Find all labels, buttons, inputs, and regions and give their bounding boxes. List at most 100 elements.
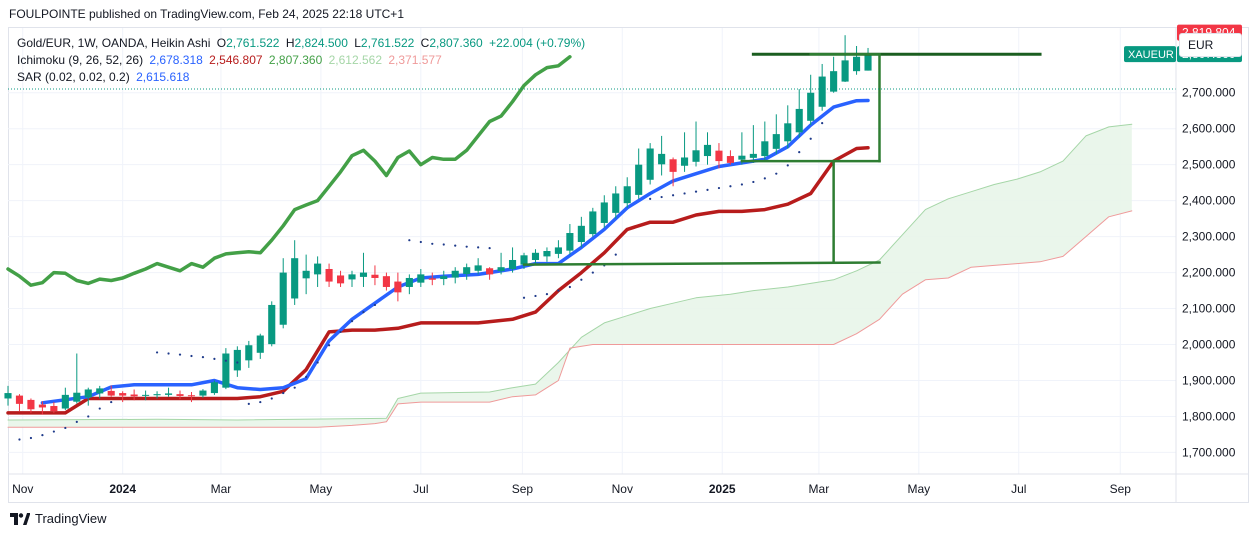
candle bbox=[245, 340, 253, 368]
candle-body bbox=[853, 56, 861, 72]
legend-high: 2,824.500 bbox=[294, 36, 348, 50]
candle-body bbox=[486, 268, 494, 275]
drawings bbox=[522, 52, 1042, 266]
tradingview-logo-icon bbox=[10, 512, 30, 525]
y-tick-label: 1,900.000 bbox=[1182, 373, 1236, 387]
x-tick-label: 2024 bbox=[109, 482, 136, 496]
ichimoku-base-line bbox=[6, 146, 870, 415]
sar-dot bbox=[706, 188, 709, 191]
candle-body bbox=[233, 349, 241, 371]
candle-body bbox=[463, 267, 471, 275]
candle bbox=[612, 186, 620, 219]
price-tag-symbol: XAUEUR bbox=[1128, 49, 1174, 61]
ichimoku-cloud bbox=[8, 124, 1132, 428]
candle bbox=[669, 157, 677, 187]
candle-body bbox=[359, 272, 368, 277]
candle-body bbox=[577, 225, 585, 243]
candle bbox=[38, 401, 46, 415]
candle-body bbox=[807, 92, 815, 121]
sar-dot bbox=[350, 320, 354, 323]
candle-body bbox=[256, 335, 264, 353]
sar-dot bbox=[729, 185, 732, 188]
candle bbox=[451, 267, 459, 284]
sar-dot bbox=[98, 407, 101, 410]
sar-dot bbox=[694, 190, 698, 193]
sar-dot bbox=[477, 246, 480, 249]
legend-sar-label[interactable]: SAR (0.02, 0.02, 0.2) bbox=[17, 70, 130, 84]
legend-c-label: C bbox=[420, 36, 430, 50]
candle bbox=[497, 252, 505, 275]
candle bbox=[681, 132, 689, 172]
sar-dot bbox=[614, 253, 617, 256]
sar-dot bbox=[282, 391, 285, 395]
candle-body bbox=[187, 395, 196, 397]
candle-body bbox=[38, 404, 46, 408]
candle bbox=[405, 274, 413, 295]
candle-body bbox=[61, 394, 69, 409]
candle bbox=[474, 258, 482, 275]
candle bbox=[635, 148, 643, 199]
candle-body bbox=[164, 393, 173, 395]
sar-dot bbox=[213, 357, 216, 361]
legend-ichimoku-label[interactable]: Ichimoku (9, 26, 52, 26) bbox=[17, 53, 144, 67]
candle-body bbox=[554, 247, 562, 254]
candle-body bbox=[635, 164, 643, 195]
candle bbox=[761, 121, 769, 162]
candle-body bbox=[543, 251, 551, 257]
ichimoku-conversion-line bbox=[40, 98, 870, 405]
x-tick-label: Mar bbox=[809, 482, 830, 496]
candle bbox=[738, 132, 746, 165]
candle bbox=[130, 389, 138, 401]
footer-brand-name: TradingView bbox=[35, 511, 107, 526]
publisher-text: FOULPOINTE published on TradingView.com,… bbox=[9, 7, 404, 21]
candle bbox=[531, 249, 540, 266]
y-tick-label: 2,000.000 bbox=[1182, 338, 1236, 352]
candle bbox=[577, 216, 585, 248]
x-tick-label: Nov bbox=[12, 482, 33, 496]
candle bbox=[325, 263, 333, 287]
sar-dot bbox=[18, 438, 21, 441]
candle bbox=[119, 391, 127, 403]
sar-dot bbox=[201, 356, 205, 359]
legend-row-sar[interactable]: SAR (0.02, 0.02, 0.2) 2,615.618 bbox=[17, 70, 192, 84]
candle bbox=[302, 254, 310, 295]
legend-symbol[interactable]: Gold/EUR, 1W, OANDA, Heikin Ashi bbox=[17, 36, 211, 50]
sar-dot bbox=[568, 285, 571, 289]
candle bbox=[4, 385, 12, 406]
sar-dot bbox=[717, 186, 721, 190]
candle-body bbox=[325, 268, 333, 282]
candle-body bbox=[417, 274, 425, 283]
candle-body bbox=[715, 150, 723, 162]
y-tick-label: 2,100.000 bbox=[1182, 302, 1236, 316]
legend-row-ichimoku[interactable]: Ichimoku (9, 26, 52, 26) 2,678.318 2,546… bbox=[17, 53, 445, 67]
candle-body bbox=[382, 276, 390, 287]
sar-dot bbox=[809, 137, 812, 140]
sar-dot bbox=[660, 195, 663, 199]
y-tick-label: 2,500.000 bbox=[1182, 158, 1236, 172]
sar-dot bbox=[557, 289, 560, 292]
candle bbox=[715, 143, 723, 169]
candle-body bbox=[749, 153, 757, 158]
price-tag-symbol-box bbox=[1124, 46, 1176, 63]
legend-h-label: H bbox=[285, 36, 295, 50]
candle-body bbox=[27, 399, 35, 410]
candle bbox=[279, 258, 287, 329]
legend-open: 2,761.522 bbox=[226, 36, 280, 50]
candle-body bbox=[623, 186, 631, 204]
candle-body bbox=[761, 141, 769, 157]
sar-dot bbox=[373, 303, 377, 307]
candle-body bbox=[107, 390, 115, 396]
candle bbox=[50, 402, 58, 413]
candle bbox=[336, 270, 345, 287]
cloud-fill bbox=[8, 124, 1132, 428]
x-tick-label: Sep bbox=[1110, 482, 1132, 496]
sar-dot bbox=[431, 242, 434, 245]
currency-button[interactable]: EUR bbox=[1179, 33, 1242, 57]
legend-ichimoku-span-a: 2,612.562 bbox=[328, 53, 383, 67]
candle bbox=[566, 224, 574, 255]
sar-dot bbox=[178, 353, 182, 356]
candle bbox=[554, 240, 562, 259]
candle bbox=[187, 391, 196, 403]
candle-body bbox=[692, 150, 700, 162]
